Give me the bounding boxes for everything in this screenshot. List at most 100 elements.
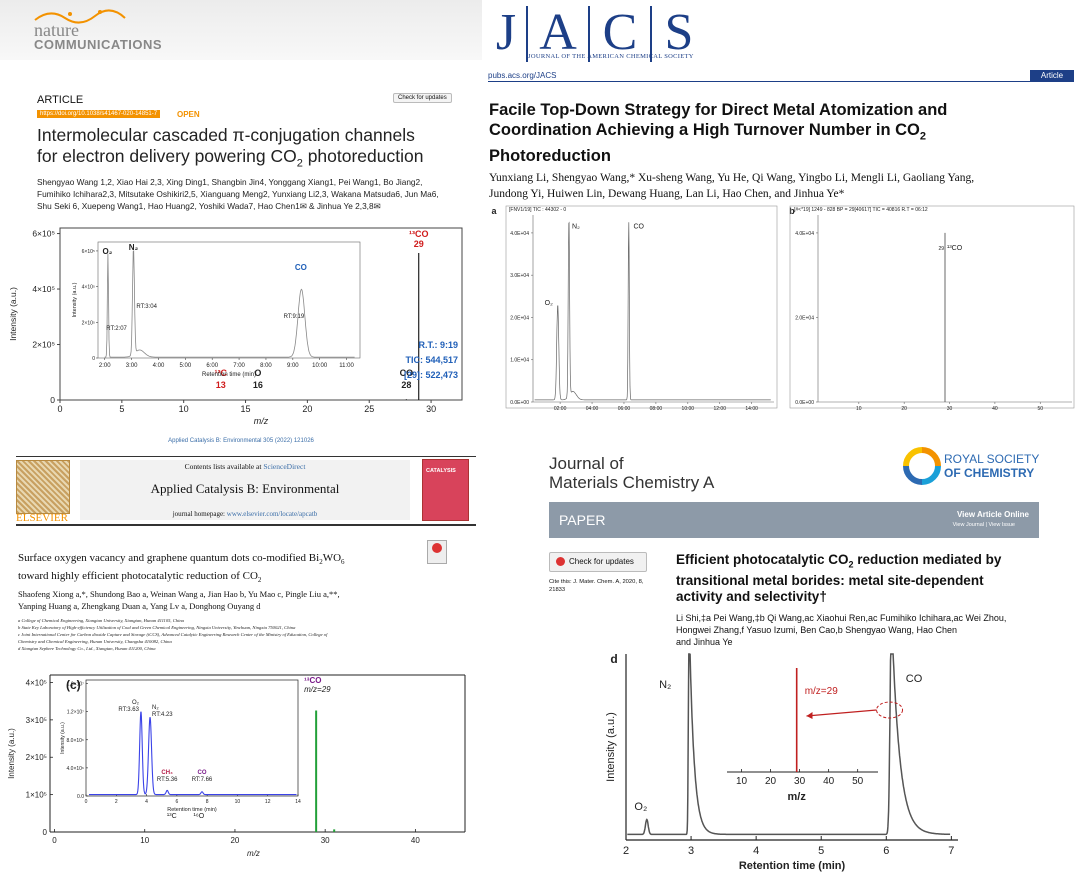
tic-readout: TIC: 544,517 — [405, 355, 458, 365]
acb-title-line2-text: toward highly efficient photocatalytic r… — [18, 570, 258, 583]
jacs-panel: J A C S JOURNAL OF THE AMERICAN CHEMICAL… — [482, 0, 1080, 410]
x-tick-label: 30 — [321, 836, 330, 845]
y-tick-label: 0 — [43, 828, 48, 837]
nc-authors-line1: Shengyao Wang 1,2, Xiao Hai 2,3, Xing Di… — [37, 177, 423, 187]
jmca-title-line1-text: Efficient photocatalytic CO — [676, 552, 849, 567]
panel-a-y-tick-label: 0.0E+00 — [510, 400, 529, 406]
rsc-name-line1: ROYAL SOCIETY — [944, 452, 1040, 466]
x-tick-label: 20 — [230, 836, 239, 845]
jmca-view-online[interactable]: View Article Online — [956, 510, 1029, 519]
plot-frame — [59, 227, 463, 401]
highlight-arrow — [806, 709, 877, 717]
x-tick-label: 3 — [688, 845, 694, 857]
x-tick-label: 4 — [753, 845, 759, 857]
panel-a-frame — [505, 205, 778, 409]
jmca-check-label: Check for updates — [569, 557, 634, 566]
inset-x-tick-label: 8 — [206, 799, 209, 805]
panel-a-x-tick-label: 10:00 — [682, 406, 695, 410]
panel-a-x-tick-label: 04:00 — [586, 406, 599, 410]
inset-x-tick-label: 6 — [175, 799, 178, 805]
jmca-title-line1-end: reduction mediated by — [853, 552, 1002, 567]
jacs-logo-j: J — [486, 6, 528, 62]
inset-x-tick-label: 0 — [85, 799, 88, 805]
peak-13c-mz: 13 — [216, 380, 226, 390]
panel-a-o2: O₂ — [545, 300, 553, 307]
panel-b-x-tick-label: 30 — [947, 406, 953, 410]
panel-b-x-tick-label: 10 — [856, 406, 862, 410]
jmca-authors-line1: Li Shi,‡a Pei Wang,‡b Qi Wang,ac Xiaohui… — [676, 613, 1007, 623]
inset-rt-co: RT:9:19 — [284, 314, 305, 320]
acb-homepage-url[interactable]: www.elsevier.com/locate/apcatb — [226, 510, 318, 518]
jacs-title-line2-text: Coordination Achieving a High Turnover N… — [489, 121, 920, 139]
panel-label: d — [610, 652, 617, 666]
panel-a-y-tick-label: 2.0E+04 — [510, 315, 529, 321]
inset-x-tick-label: 3:00 — [126, 363, 138, 369]
rsc-name: ROYAL SOCIETY OF CHEMISTRY — [944, 452, 1039, 480]
inset-x-tick-label: 10 — [235, 799, 241, 805]
acb-aff4: d Xiangtan Sephere Technology Co., Ltd.,… — [18, 646, 156, 651]
jacs-logo-c: C — [590, 6, 652, 62]
panel-b-y-tick-label: 4.0E+04 — [795, 231, 814, 237]
x-tick-label: 0 — [57, 404, 62, 414]
jacs-title: Facile Top-Down Strategy for Direct Meta… — [489, 100, 947, 166]
o2-label: O₂ — [634, 801, 647, 813]
y-tick-label: 2×10⁵ — [32, 340, 55, 350]
acb-masthead — [80, 460, 410, 520]
acb-sciencedirect[interactable]: ScienceDirect — [263, 462, 306, 471]
nc-authors-line3: Shu Seki 6, Xuepeng Wang1, Hao Huang2, Y… — [37, 201, 381, 211]
x-tick-label: 7 — [948, 845, 954, 857]
panel-a-y-tick-label: 3.0E+04 — [510, 273, 529, 279]
jmca-check[interactable]: Check for updates — [549, 552, 647, 572]
acb-title-wo: WO — [322, 552, 342, 564]
inset-y-title: Intensity (a.u.) — [60, 722, 66, 754]
x-tick-label: 30 — [426, 404, 436, 414]
inset-y-tick-label: 1.2×10⁷ — [67, 710, 84, 716]
panel-a-x-tick-label: 14:00 — [745, 406, 758, 410]
peak-13co-label: ¹³CO — [409, 229, 429, 239]
inset-o2: O₂ — [132, 700, 140, 706]
inset-y-tick-label: 8.0×10⁶ — [67, 738, 85, 744]
nc-check-updates[interactable]: Check for updates — [393, 93, 452, 103]
panel-a-label: a — [491, 206, 497, 216]
acb-affiliations: a College of Chemical Engineering, Xiang… — [18, 617, 327, 652]
nc-doi[interactable]: https://doi.org/10.1038/s41467-020-14851… — [37, 110, 161, 118]
bar-31 — [333, 829, 336, 832]
panel-a-x-tick-label: 06:00 — [618, 406, 631, 410]
nc-logo-top: nature — [34, 20, 79, 40]
acb-check[interactable] — [427, 540, 447, 564]
jacs-authors-line2: Jundong Yi, Huiwen Lin, Dewang Huang, La… — [489, 188, 845, 200]
jacs-url[interactable]: pubs.acs.org/JACS — [488, 71, 557, 80]
jacs-type: Article — [1030, 70, 1074, 82]
jmca-title-line2: transitional metal borides: metal site-d… — [676, 572, 984, 588]
acb-masthead-rule — [16, 524, 476, 526]
nc-logo-wave — [34, 9, 126, 24]
chromatogram — [627, 653, 951, 836]
panel-b-13co: ¹³CO — [947, 245, 963, 252]
jmca-cite-line1: Cite this: J. Mater. Chem. A, 2020, 8, — [549, 579, 644, 585]
jmca-title-sub: 2 — [848, 559, 854, 570]
panel-a-chromatogram — [534, 221, 771, 401]
inset-y-tick-label: 2×10⁵ — [82, 320, 95, 326]
jacs-charts-svg: a b [FNV1/19] TIC : 44302 - 0 4.0E+04 3.0E+0… — [491, 205, 1075, 410]
y-axis-title: Intensity (a.u.) — [8, 287, 18, 341]
inset-ch4: CH₄ — [161, 770, 173, 776]
jmca-view-issue[interactable]: View Journal | View Issue — [952, 522, 1015, 528]
inset-x-tick-label: 4 — [145, 799, 148, 805]
acb-aff3b: Chemistry and Chemical Engineering, Huna… — [18, 639, 172, 644]
jacs-title-line1: Facile Top-Down Strategy for Direct Meta… — [489, 101, 948, 119]
inset-chromatogram — [89, 711, 297, 796]
x-tick-label: 6 — [883, 845, 889, 857]
acb-header-rule — [16, 456, 476, 457]
panel-label: (c) — [66, 678, 81, 692]
nc-chart: 6×10⁵ 4×10⁵ 2×10⁵ 0 0 5 10 15 20 25 30 Intensity (a… — [0, 222, 482, 432]
inset-x-tick-label: 7:00 — [233, 363, 245, 369]
jmca-journal: Journal of Materials Chemistry A — [549, 454, 714, 492]
inset-x-title: Retention time (min) — [167, 807, 217, 813]
nc-title: Intermolecular cascaded π-conjugation ch… — [37, 125, 423, 175]
peak-13c-label: ¹³C — [215, 368, 228, 378]
jacs-logo: J A C S — [486, 6, 706, 62]
inset-x-title: m/z — [788, 791, 807, 803]
y-tick-label: 2×10⁵ — [26, 753, 47, 762]
